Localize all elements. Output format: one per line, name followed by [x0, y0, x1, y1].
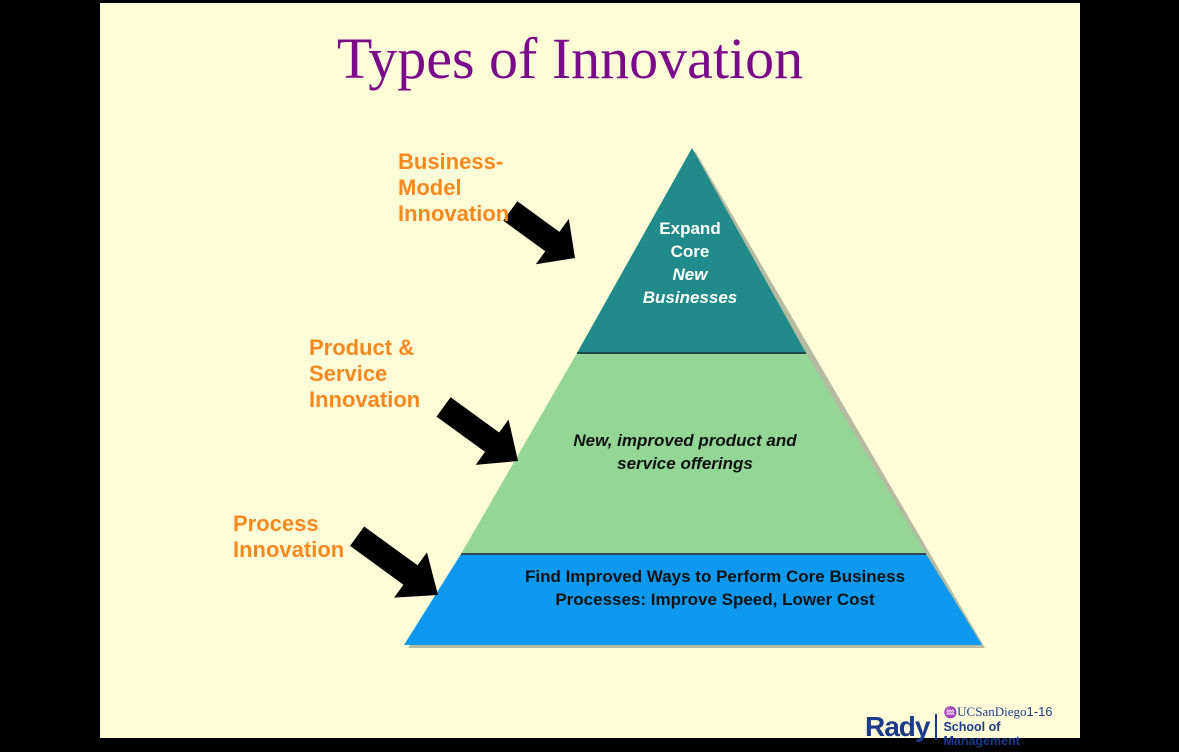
pyramid-tier-bottom — [404, 554, 982, 645]
slide-title: Types of Innovation — [336, 26, 804, 91]
slide: Types of Innovation Business- Model Inno… — [100, 3, 1080, 748]
tier-bottom-line2: Processes: Improve Speed, Lower Cost — [555, 590, 875, 609]
ucsd-line: ♒UCSanDiego1-16 — [943, 705, 1080, 720]
label-product-service-innovation: Product & Service Innovation — [309, 335, 421, 412]
tier-top-line2: Core — [670, 242, 710, 261]
tier-top-line1: Expand — [659, 219, 721, 238]
trident-icon: ♒ — [943, 707, 958, 719]
arrow-process — [350, 526, 438, 598]
tier-top-line3: New — [672, 265, 708, 284]
school-of-management-text: School of Management — [943, 720, 1020, 748]
page-number: 1-16 — [1026, 704, 1053, 719]
tier-top-text: Expand Core New Businesses — [620, 217, 760, 309]
label-process-innovation: Process Innovation — [233, 511, 345, 562]
tier-middle-line2: service offerings — [617, 454, 753, 473]
logo-divider — [935, 713, 938, 740]
tier-top-line4: Businesses — [642, 288, 738, 307]
tier-middle-text: New, improved product and service offeri… — [530, 429, 840, 475]
arrow-product-service — [436, 397, 518, 465]
pyramid-tier-middle — [461, 353, 926, 554]
tier-middle-line1: New, improved product and — [573, 431, 797, 450]
arrow-business-model — [503, 201, 575, 265]
ucsd-text: UCSanDiego — [957, 704, 1027, 719]
pyramid-diagram — [350, 148, 985, 648]
label-business-model-innovation: Business- Model Innovation — [398, 149, 510, 226]
tier-bottom-line1: Find Improved Ways to Perform Core Busin… — [524, 567, 906, 586]
tier-bottom-text: Find Improved Ways to Perform Core Busin… — [480, 565, 950, 611]
logo-right: ♒UCSanDiego1-16 School of Management — [943, 705, 1080, 749]
rady-logo-text: Rady — [865, 710, 930, 742]
rady-logo: Rady ♒UCSanDiego1-16 School of Managemen… — [865, 705, 1080, 749]
pyramid-tier-top — [577, 148, 806, 353]
